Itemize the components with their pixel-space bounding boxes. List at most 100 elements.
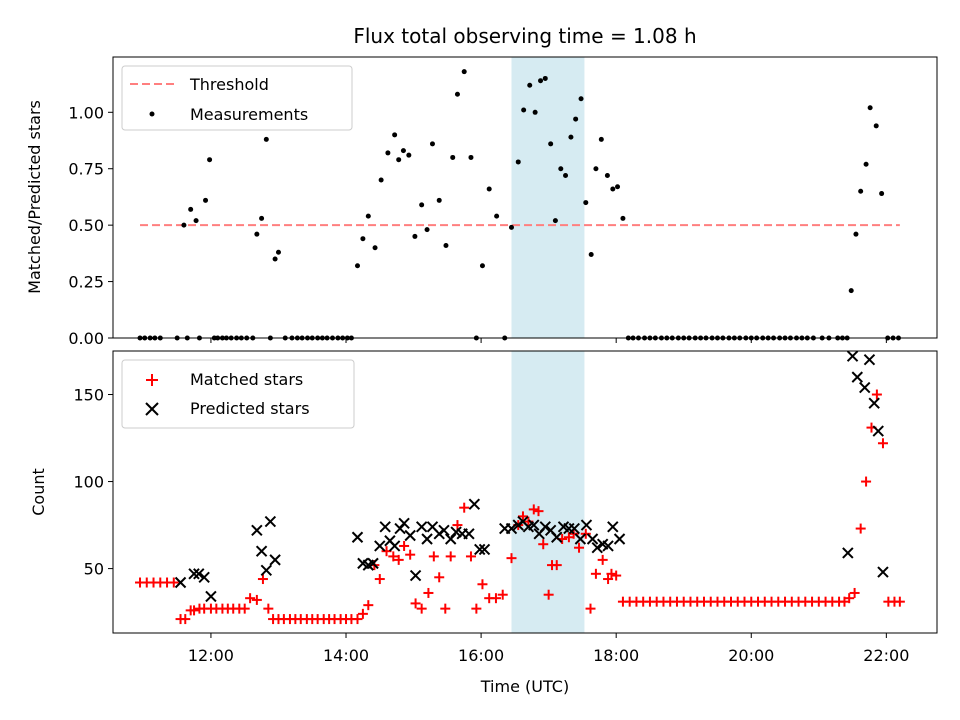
top-x-ticks	[210, 338, 887, 343]
bottom-x-tick-label: 20:00	[728, 646, 774, 665]
legend-threshold-label: Threshold	[189, 75, 269, 94]
measurement-point	[604, 172, 610, 178]
predicted-star-point	[842, 547, 854, 559]
predicted-star-point	[205, 590, 217, 603]
bottom-predicted-points	[174, 350, 889, 603]
matched-star-point	[506, 553, 517, 564]
bottom-x-ticks: 12:00 14:00 16:00 18:00 20:00 22:00	[188, 633, 909, 665]
measurement-point	[552, 218, 558, 224]
predicted-star-point	[421, 533, 433, 545]
measurement-point	[419, 202, 425, 208]
matched-star-point	[263, 603, 274, 614]
predicted-star-point	[607, 521, 619, 533]
measurement-point	[867, 105, 873, 111]
predicted-star-stroke-b	[842, 547, 854, 559]
bottom-y-axis-title: Count	[29, 468, 48, 516]
matched-star-point	[533, 506, 544, 517]
top-y-ticks: 0.00 0.25 0.50 0.75 1.00	[68, 103, 113, 348]
legend-predicted-label: Predicted stars	[190, 399, 310, 418]
measurement-point	[521, 107, 527, 113]
predicted-star-point	[468, 498, 481, 510]
measurement-point	[360, 236, 366, 242]
matched-star-point	[490, 593, 501, 604]
predicted-star-stroke-b	[388, 540, 401, 552]
measurement-point	[568, 134, 574, 140]
predicted-star-point	[474, 543, 486, 556]
matched-star-point	[239, 603, 250, 614]
predicted-star-point	[863, 353, 876, 366]
measurement-point	[181, 222, 187, 228]
predicted-star-point	[260, 564, 273, 577]
bottom-x-tick-label: 18:00	[593, 646, 639, 665]
measurement-point	[558, 166, 564, 172]
predicted-star-point	[379, 521, 391, 533]
chart-title: Flux total observing time = 1.08 h	[353, 24, 696, 48]
measurement-point	[542, 75, 548, 81]
predicted-star-stroke-b	[551, 531, 563, 543]
measurement-point	[392, 132, 398, 138]
matched-star-point	[590, 568, 601, 579]
top-y-tick-label: 0.50	[68, 216, 104, 235]
measurement-point	[563, 172, 569, 178]
matched-star-point	[393, 554, 404, 565]
predicted-star-point	[351, 531, 364, 543]
bottom-x-tick-label: 14:00	[323, 646, 369, 665]
matched-star-point	[603, 574, 614, 585]
predicted-star-stroke-b	[251, 524, 263, 537]
measurement-point	[443, 242, 449, 248]
predicted-star-point	[613, 533, 626, 545]
matched-star-point	[877, 438, 888, 449]
top-measurement-points	[137, 69, 902, 341]
predicted-star-stroke-b	[517, 515, 529, 528]
measurement-point	[610, 186, 616, 192]
predicted-star-stroke-b	[444, 533, 457, 545]
measurement-point	[548, 141, 554, 147]
bottom-x-tick-label: 22:00	[863, 646, 909, 665]
predicted-star-point	[851, 371, 864, 383]
predicted-star-stroke-b	[474, 543, 486, 556]
predicted-star-stroke-b	[174, 576, 187, 589]
legend-matched-swatch	[146, 374, 158, 386]
predicted-star-stroke-b	[260, 564, 273, 577]
predicted-star-stroke-b	[264, 515, 277, 528]
predicted-star-stroke-b	[863, 353, 876, 366]
matched-star-point	[543, 589, 554, 600]
matched-star-point	[871, 389, 882, 400]
predicted-star-point	[251, 524, 263, 537]
measurement-point	[385, 150, 391, 156]
matched-star-point	[861, 476, 872, 487]
matched-star-point	[388, 551, 399, 562]
matched-star-point	[477, 579, 488, 590]
predicted-star-stroke-b	[528, 519, 540, 531]
measurement-point	[853, 231, 859, 237]
predicted-star-point	[859, 381, 871, 394]
predicted-star-stroke-b	[591, 541, 603, 554]
bottom-x-tick-label: 16:00	[458, 646, 504, 665]
measurement-point	[203, 197, 209, 203]
measurement-point	[468, 154, 474, 160]
measurement-point	[436, 197, 442, 203]
matched-star-point	[551, 560, 562, 571]
predicted-star-stroke-b	[404, 529, 416, 542]
predicted-star-point	[174, 576, 187, 589]
measurement-point	[429, 141, 435, 147]
matched-star-point	[459, 502, 470, 513]
bottom-y-tick-label: 50	[84, 560, 104, 579]
predicted-star-stroke-b	[255, 545, 268, 557]
predicted-star-point	[478, 543, 491, 556]
predicted-star-point	[463, 528, 475, 540]
predicted-star-stroke-b	[367, 557, 379, 570]
predicted-star-stroke-b	[505, 522, 518, 535]
predicted-star-stroke-b	[269, 554, 281, 566]
measurement-point	[263, 136, 269, 142]
measurement-point	[527, 82, 533, 88]
predicted-star-stroke-b	[421, 533, 433, 545]
matched-star-point	[180, 614, 191, 625]
matched-star-point	[363, 600, 374, 611]
measurement-point	[593, 166, 599, 172]
top-y-tick-label: 0.75	[68, 160, 104, 179]
predicted-star-stroke-b	[557, 521, 570, 533]
matched-star-point	[428, 551, 439, 562]
matched-star-point	[574, 542, 585, 553]
matched-star-point	[517, 511, 528, 522]
